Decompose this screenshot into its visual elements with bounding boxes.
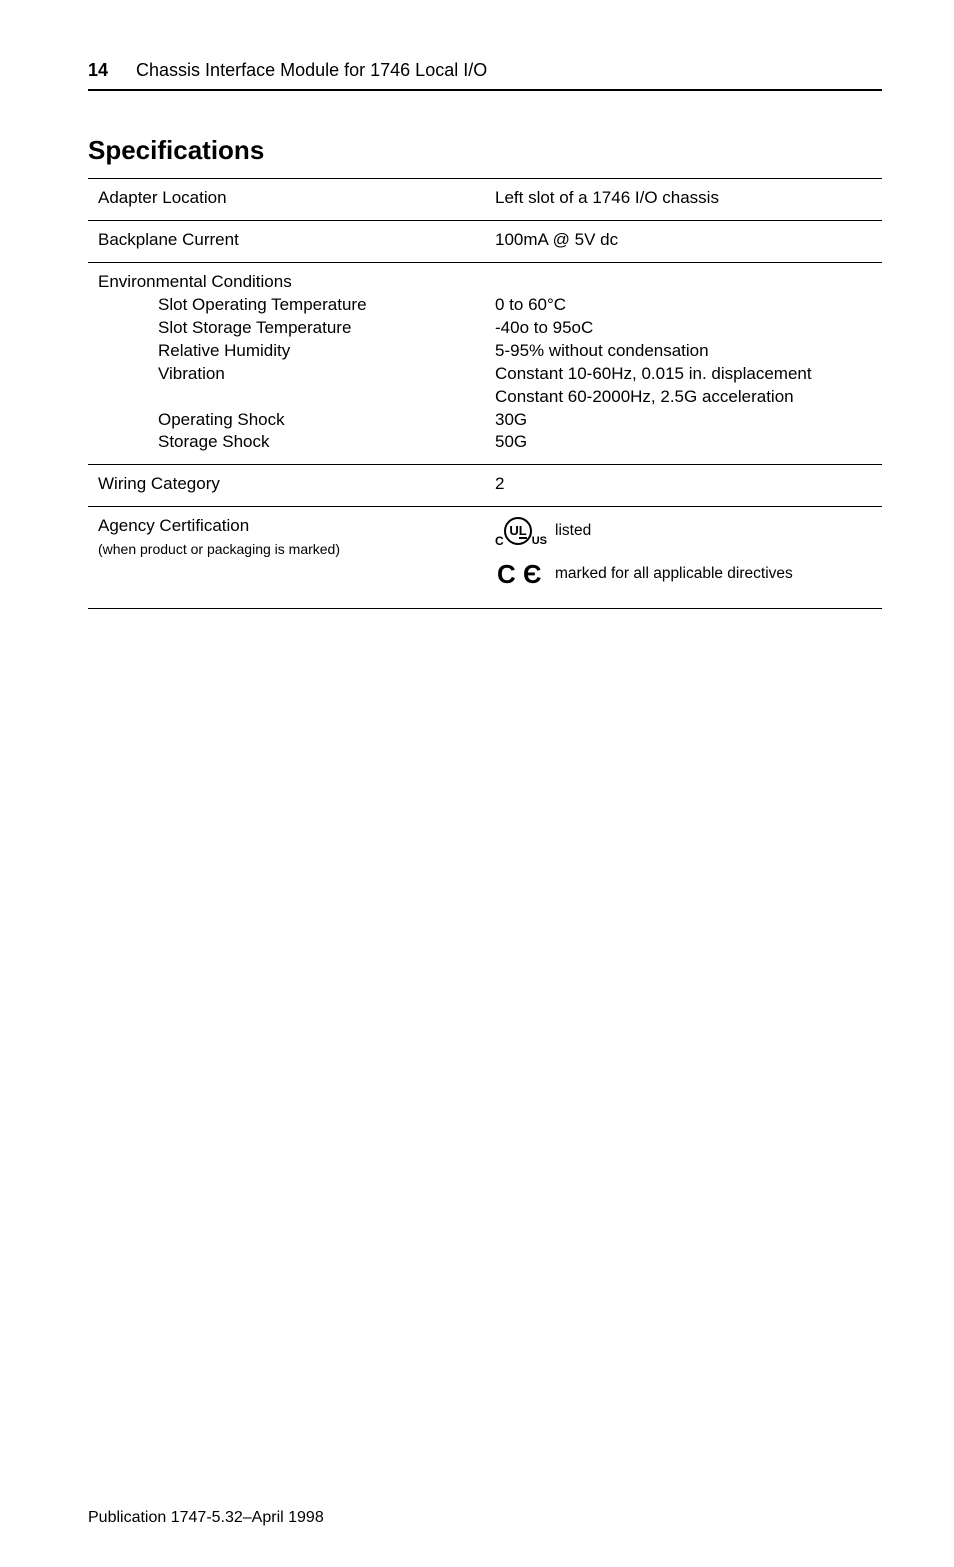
- env-value: -40o to 95oC: [495, 317, 872, 340]
- spec-label: Agency Certification (when product or pa…: [88, 507, 485, 609]
- table-row: Agency Certification (when product or pa…: [88, 507, 882, 609]
- ce-icon: C Є: [497, 557, 541, 592]
- spec-label: Wiring Category: [88, 465, 485, 507]
- spec-value: Left slot of a 1746 I/O chassis: [485, 179, 882, 221]
- spec-value: 2: [485, 465, 882, 507]
- table-row: Backplane Current 100mA @ 5V dc: [88, 220, 882, 262]
- agency-label: Agency Certification: [98, 516, 249, 535]
- env-value: Constant 60-2000Hz, 2.5G acceleration: [495, 386, 872, 409]
- page-header: 14 Chassis Interface Module for 1746 Loc…: [88, 60, 882, 91]
- header-title: Chassis Interface Module for 1746 Local …: [136, 60, 487, 81]
- specifications-table: Adapter Location Left slot of a 1746 I/O…: [88, 178, 882, 609]
- spec-value: UL C US listed C Є marked for all applic…: [485, 507, 882, 609]
- env-value: [495, 271, 872, 294]
- env-value: 5-95% without condensation: [495, 340, 872, 363]
- env-item: Relative Humidity: [158, 340, 475, 363]
- spec-value: 100mA @ 5V dc: [485, 220, 882, 262]
- agency-sublabel: (when product or packaging is marked): [98, 541, 340, 557]
- spec-value: 0 to 60°C -40o to 95oC 5-95% without con…: [485, 262, 882, 465]
- env-item: Slot Operating Temperature: [158, 294, 475, 317]
- table-row: Environmental Conditions Slot Operating …: [88, 262, 882, 465]
- ul-icon: UL C US: [499, 515, 539, 547]
- ce-certification: C Є marked for all applicable directives: [495, 557, 872, 592]
- env-item: Vibration: [158, 363, 475, 386]
- env-item: [158, 386, 475, 409]
- ce-text: marked for all applicable directives: [555, 564, 793, 585]
- publication-footer: Publication 1747-5.32–April 1998: [88, 1509, 882, 1527]
- ul-text: listed: [555, 521, 591, 542]
- env-sublabels: Slot Operating Temperature Slot Storage …: [98, 294, 475, 455]
- page-number: 14: [88, 60, 108, 81]
- env-item: Operating Shock: [158, 409, 475, 432]
- spec-label: Backplane Current: [88, 220, 485, 262]
- env-item: Slot Storage Temperature: [158, 317, 475, 340]
- env-value: 30G: [495, 409, 872, 432]
- ul-certification: UL C US listed: [495, 515, 872, 547]
- spec-label: Environmental Conditions Slot Operating …: [88, 262, 485, 465]
- section-title: Specifications: [88, 135, 882, 166]
- env-value: Constant 10-60Hz, 0.015 in. displacement: [495, 363, 872, 386]
- table-row: Adapter Location Left slot of a 1746 I/O…: [88, 179, 882, 221]
- env-label: Environmental Conditions: [98, 272, 292, 291]
- table-row: Wiring Category 2: [88, 465, 882, 507]
- env-value: 50G: [495, 431, 872, 454]
- spec-label: Adapter Location: [88, 179, 485, 221]
- env-value: 0 to 60°C: [495, 294, 872, 317]
- env-item: Storage Shock: [158, 431, 475, 454]
